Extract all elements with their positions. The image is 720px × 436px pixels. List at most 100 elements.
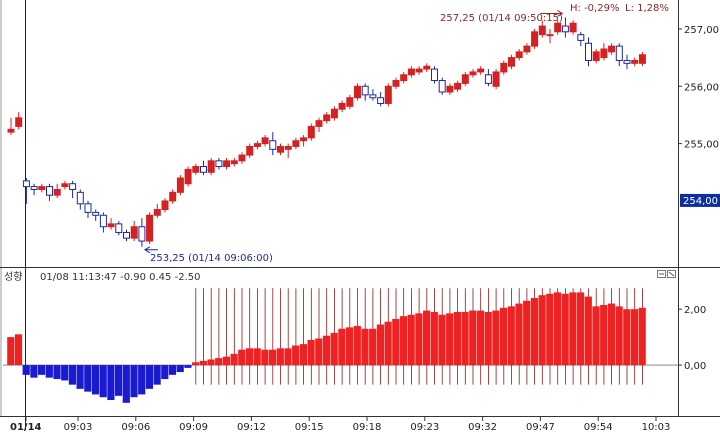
indicator-bar bbox=[168, 365, 177, 375]
candle-body bbox=[22, 180, 30, 188]
candle bbox=[215, 157, 223, 170]
indicator-bar bbox=[284, 348, 292, 366]
price-tick-label: 257,00 bbox=[684, 25, 719, 36]
x-tick-label: 09:23 bbox=[410, 422, 439, 433]
candle-body bbox=[230, 160, 238, 165]
candle-body bbox=[384, 85, 392, 104]
candle bbox=[176, 175, 184, 196]
indicator-title: 성향 bbox=[4, 271, 22, 283]
candle-body bbox=[531, 31, 539, 47]
indicator-bar bbox=[230, 353, 238, 366]
indicator-bar bbox=[369, 328, 377, 366]
candle bbox=[592, 49, 600, 64]
price-tick-label: 255,00 bbox=[684, 140, 719, 151]
candle-body bbox=[492, 71, 500, 87]
indicator-bar bbox=[276, 348, 284, 366]
candle bbox=[531, 28, 539, 49]
candle-body bbox=[338, 102, 346, 110]
candle bbox=[169, 189, 177, 204]
indicator-bar bbox=[353, 325, 361, 366]
indicator-tick-label: 0,00 bbox=[684, 361, 706, 372]
indicator-bar bbox=[192, 362, 200, 366]
candle bbox=[138, 218, 146, 247]
candle bbox=[61, 180, 69, 190]
candle-body bbox=[130, 226, 138, 239]
indicator-bar bbox=[507, 306, 515, 366]
indicator-y-axis: 2,00 0,00 bbox=[678, 305, 706, 372]
candle-body bbox=[138, 226, 146, 242]
candle-body bbox=[7, 128, 15, 133]
candle-body bbox=[438, 80, 446, 93]
candle-body bbox=[554, 22, 562, 33]
indicator-bar bbox=[638, 307, 646, 366]
candle bbox=[38, 183, 46, 193]
candle bbox=[600, 43, 608, 61]
indicator-bar bbox=[423, 310, 431, 366]
candle bbox=[469, 69, 477, 78]
candle bbox=[484, 69, 492, 87]
indicator-bar bbox=[138, 365, 146, 395]
candle-body bbox=[246, 145, 254, 156]
indicator-bar bbox=[607, 303, 615, 366]
indicator-bar bbox=[76, 365, 84, 389]
x-tick-label: 09:09 bbox=[179, 422, 208, 433]
candle-body bbox=[200, 166, 207, 173]
candle bbox=[377, 92, 385, 107]
indicator-bar bbox=[184, 365, 192, 368]
candle-body bbox=[284, 145, 292, 150]
indicator-readout: 01/08 11:13:47 -0.90 0.45 -2.50 bbox=[40, 272, 200, 283]
candle-body bbox=[415, 68, 423, 73]
indicator-bar bbox=[322, 335, 331, 366]
indicator-bar bbox=[561, 293, 569, 366]
candle-body bbox=[500, 62, 508, 73]
candle bbox=[307, 123, 315, 141]
candle bbox=[508, 54, 515, 70]
pane-controls bbox=[657, 270, 676, 278]
indicator-bar bbox=[253, 348, 261, 366]
candle bbox=[269, 132, 277, 156]
candle-body bbox=[207, 160, 215, 173]
indicator-bar bbox=[569, 292, 577, 366]
candle-body bbox=[292, 140, 300, 147]
candle bbox=[292, 137, 300, 150]
current-price-marker bbox=[680, 193, 720, 207]
candle bbox=[76, 189, 84, 210]
indicator-bar bbox=[338, 328, 346, 366]
candle-body bbox=[515, 51, 523, 59]
indicator-bar bbox=[199, 360, 207, 366]
candle bbox=[369, 89, 377, 101]
candle-body bbox=[446, 85, 454, 93]
candle-body bbox=[92, 211, 100, 216]
indicator-bar bbox=[577, 292, 585, 366]
candle-body bbox=[115, 223, 123, 233]
candle-body bbox=[423, 65, 431, 70]
candle bbox=[538, 20, 546, 38]
indicator-bar bbox=[299, 344, 307, 366]
candle-body bbox=[392, 80, 400, 87]
candle-body bbox=[431, 68, 438, 82]
time-x-axis: 01/14 09:03 09:06 09:09 09:12 09:15 09:18 09:23… bbox=[10, 416, 670, 433]
indicator-bar bbox=[38, 365, 46, 375]
indicator-bar bbox=[245, 348, 254, 366]
high-percent-readout: H: -0,29% bbox=[570, 3, 619, 14]
candle bbox=[415, 66, 423, 75]
indicator-bar bbox=[546, 293, 554, 366]
candles bbox=[7, 17, 646, 247]
candle-body bbox=[15, 117, 23, 127]
indicator-bar bbox=[615, 306, 623, 366]
indicator-bar bbox=[68, 365, 76, 385]
candle-body bbox=[600, 48, 608, 59]
indicator-bar bbox=[476, 310, 485, 366]
candle-body bbox=[546, 34, 554, 37]
candle-body bbox=[638, 54, 646, 64]
candle bbox=[46, 183, 53, 201]
candle bbox=[615, 43, 623, 67]
candle-body bbox=[107, 223, 115, 228]
indicator-bar bbox=[222, 356, 230, 366]
indicator-bar bbox=[399, 316, 408, 366]
candle-body bbox=[123, 231, 130, 239]
candle bbox=[407, 66, 415, 78]
indicator-bar bbox=[61, 365, 69, 381]
indicator-bar bbox=[584, 296, 592, 366]
